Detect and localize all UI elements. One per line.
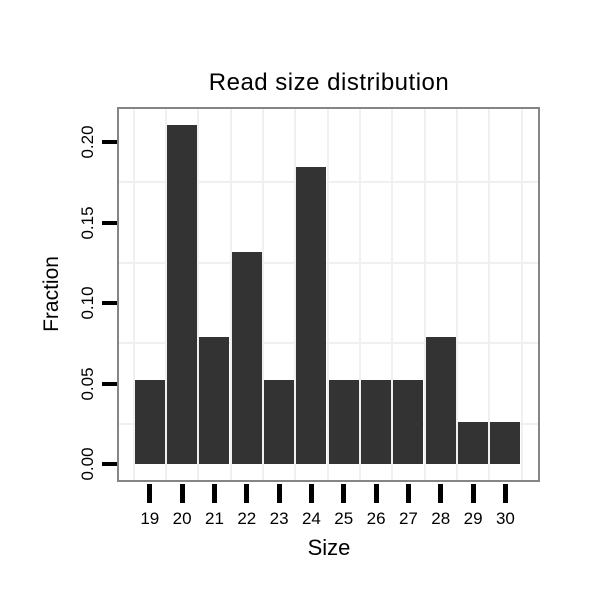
- y-tick-label: 0.05: [78, 367, 97, 401]
- bar-size-19: [134, 379, 165, 465]
- x-tick: [502, 484, 508, 503]
- x-tick-label: 24: [301, 509, 321, 528]
- x-tick: [147, 484, 153, 503]
- x-tick: [179, 484, 185, 503]
- y-tick: [102, 381, 117, 386]
- x-minor-gridline: [229, 109, 232, 480]
- y-tick: [102, 139, 117, 144]
- bar-size-28: [425, 337, 456, 465]
- x-minor-gridline: [520, 109, 523, 480]
- x-tick-label: 21: [204, 509, 224, 528]
- bar-size-22: [231, 252, 262, 465]
- x-tick: [211, 484, 217, 503]
- x-tick-label: 27: [398, 509, 418, 528]
- bar-size-20: [167, 124, 198, 465]
- x-tick: [244, 484, 250, 503]
- x-tick-label: 28: [431, 509, 451, 528]
- x-minor-gridline: [197, 109, 200, 480]
- y-tick-label: 0.15: [78, 205, 97, 240]
- x-tick: [405, 484, 411, 503]
- y-tick-label: 0.10: [78, 286, 97, 320]
- y-minor-gridline: [119, 181, 538, 184]
- bar-size-27: [393, 379, 424, 465]
- y-tick: [102, 462, 117, 467]
- x-tick: [438, 484, 444, 503]
- x-minor-gridline: [455, 109, 458, 480]
- x-minor-gridline: [294, 109, 297, 480]
- y-tick-label: 0.20: [78, 125, 97, 159]
- x-tick-label: 25: [334, 509, 354, 528]
- x-tick-label: 29: [463, 509, 483, 528]
- y-minor-gridline: [119, 261, 538, 264]
- x-minor-gridline: [326, 109, 329, 480]
- x-minor-gridline: [132, 109, 135, 480]
- x-tick-label: 20: [172, 509, 192, 528]
- x-tick: [470, 484, 476, 503]
- x-tick-label: 26: [366, 509, 386, 528]
- plot-panel: [117, 107, 540, 482]
- x-minor-gridline: [261, 109, 264, 480]
- y-axis-title: Fraction: [40, 256, 63, 332]
- y-minor-gridline: [119, 423, 538, 425]
- x-tick: [276, 484, 282, 503]
- y-tick: [102, 301, 117, 306]
- chart-title: Read size distribution: [208, 69, 450, 96]
- x-minor-gridline: [164, 109, 167, 480]
- bar-size-26: [361, 379, 392, 465]
- x-tick-label: 30: [495, 509, 515, 528]
- bar-size-25: [328, 379, 359, 465]
- x-minor-gridline: [391, 109, 394, 480]
- bar-size-21: [199, 337, 230, 465]
- x-tick: [341, 484, 347, 503]
- x-minor-gridline: [488, 109, 491, 480]
- y-tick-label: 0.00: [78, 447, 97, 481]
- x-axis-title: Size: [307, 535, 351, 560]
- x-minor-gridline: [358, 109, 361, 480]
- bar-size-23: [264, 379, 295, 465]
- y-minor-gridline: [119, 342, 538, 345]
- x-tick: [373, 484, 379, 503]
- x-tick: [308, 484, 314, 503]
- bar-size-24: [296, 167, 327, 465]
- x-tick-label: 22: [237, 509, 257, 528]
- x-tick-label: 23: [269, 509, 289, 528]
- bar-size-29: [458, 421, 489, 465]
- y-tick: [102, 220, 117, 225]
- bar-size-30: [490, 421, 521, 465]
- x-tick-label: 19: [140, 509, 160, 528]
- x-minor-gridline: [423, 109, 426, 480]
